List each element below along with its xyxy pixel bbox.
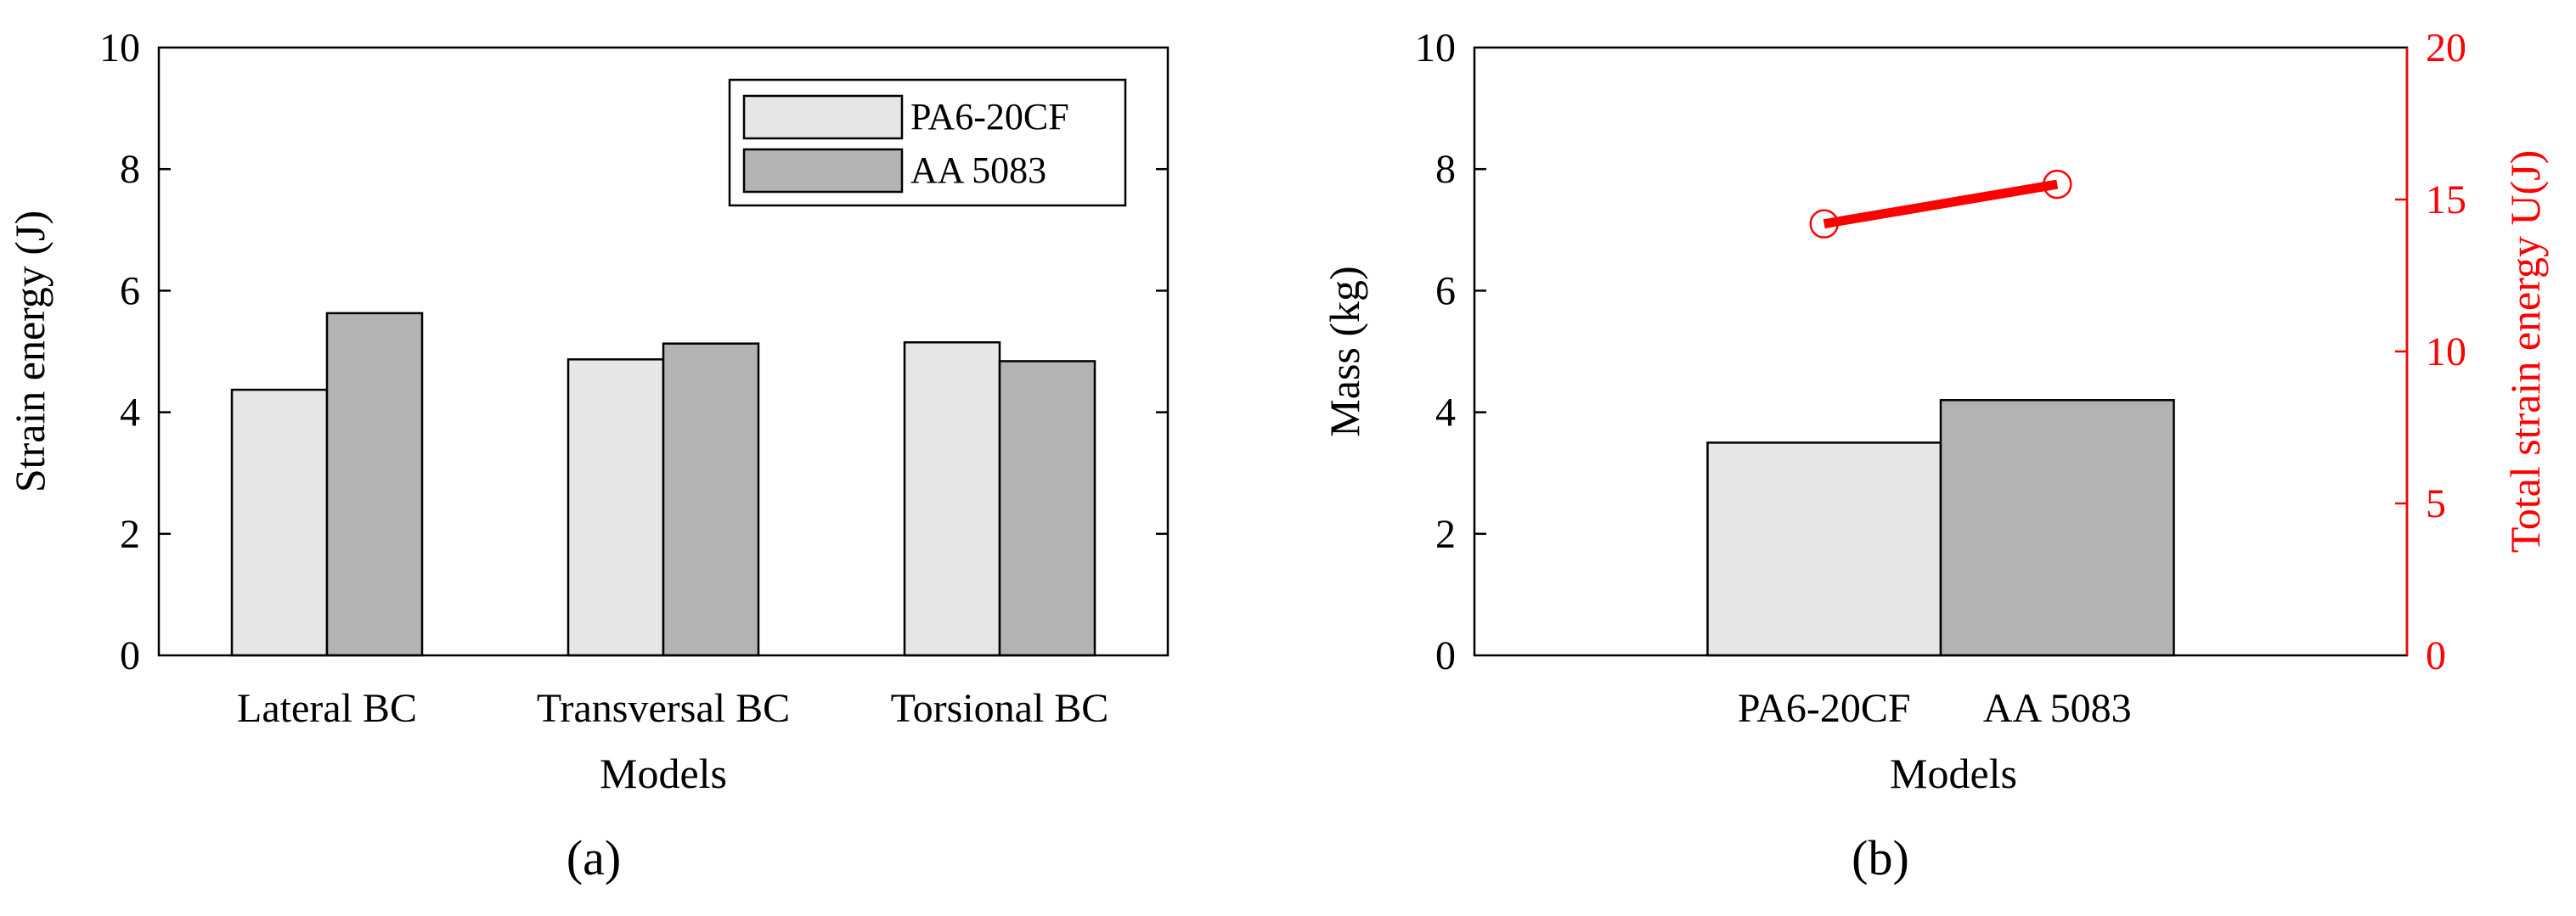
x-tick-label: AA 5083 bbox=[1983, 686, 2132, 731]
y-tick-label: 8 bbox=[1435, 147, 1456, 192]
y2-tick-label: 5 bbox=[2426, 481, 2446, 526]
panel-b: 0 2 4 6 8 10 0 5 10 15 20 PA6-20CF AA 5083 Mass (k… bbox=[1321, 25, 2549, 885]
y-tick-label: 4 bbox=[1435, 391, 1456, 436]
legend-label-pa6-20cf: PA6-20CF bbox=[910, 96, 1069, 138]
panel-a-axes-box bbox=[157, 46, 1170, 657]
y-tick-label: 0 bbox=[1435, 633, 1456, 678]
y2-tick-label: 15 bbox=[2426, 177, 2466, 222]
strain-energy-marker bbox=[1809, 209, 1839, 239]
y-tick-label: 0 bbox=[120, 633, 140, 678]
legend-swatch-pa6-20cf bbox=[742, 94, 904, 140]
x-tick-label: Lateral BC bbox=[237, 686, 417, 731]
y-tick-label: 6 bbox=[1435, 268, 1456, 313]
y2-tick-label: 0 bbox=[2426, 633, 2446, 678]
y-tick-label: 6 bbox=[120, 268, 140, 313]
bar-transversal-bc-aa5083 bbox=[662, 342, 760, 657]
panel-a-ylabel: Strain energy (J) bbox=[6, 211, 54, 492]
bar-mass-pa620cf bbox=[1706, 441, 1942, 657]
bar-lateral-bc-aa5083 bbox=[325, 312, 424, 657]
legend-label-aa5083: AA 5083 bbox=[910, 149, 1046, 191]
y2-tick-label: 10 bbox=[2426, 329, 2466, 374]
panel-a-xlabel: Models bbox=[600, 750, 727, 797]
y2-tick-label: 20 bbox=[2426, 25, 2466, 70]
bar-transversal-bc-pa620cf bbox=[566, 358, 665, 657]
legend: PA6-20CF AA 5083 bbox=[728, 78, 1127, 207]
panel-b-label: (b) bbox=[1852, 830, 1909, 885]
bar-torsional-bc-pa620cf bbox=[903, 341, 1001, 657]
x-tick-label: Transversal BC bbox=[537, 686, 790, 731]
strain-energy-marker bbox=[2043, 169, 2072, 199]
panel-b-xlabel: Models bbox=[1890, 750, 2017, 797]
y-tick-label: 10 bbox=[99, 25, 140, 70]
panel-b-ylabel: Mass (kg) bbox=[1321, 266, 1368, 436]
y-tick-label: 10 bbox=[1415, 25, 1456, 70]
bar-mass-aa5083 bbox=[1939, 399, 2175, 657]
panel-a-label: (a) bbox=[566, 830, 621, 885]
y-tick-label: 2 bbox=[1435, 512, 1456, 557]
y-tick-label: 2 bbox=[120, 512, 140, 557]
panel-a: 0 2 4 6 8 10 Lateral BC Transversal BC Torsiona… bbox=[6, 25, 1170, 885]
strain-energy-line bbox=[1823, 179, 2059, 229]
legend-swatch-aa5083 bbox=[742, 148, 904, 194]
bar-torsional-bc-aa5083 bbox=[998, 360, 1096, 657]
y-tick-label: 8 bbox=[120, 147, 140, 192]
x-tick-label: Torsional BC bbox=[891, 686, 1109, 731]
x-tick-label: PA6-20CF bbox=[1738, 686, 1911, 731]
bar-lateral-bc-pa620cf bbox=[230, 388, 329, 657]
panel-b-y2label: Total strain energy U(J) bbox=[2501, 150, 2549, 554]
y-tick-label: 4 bbox=[120, 391, 140, 436]
